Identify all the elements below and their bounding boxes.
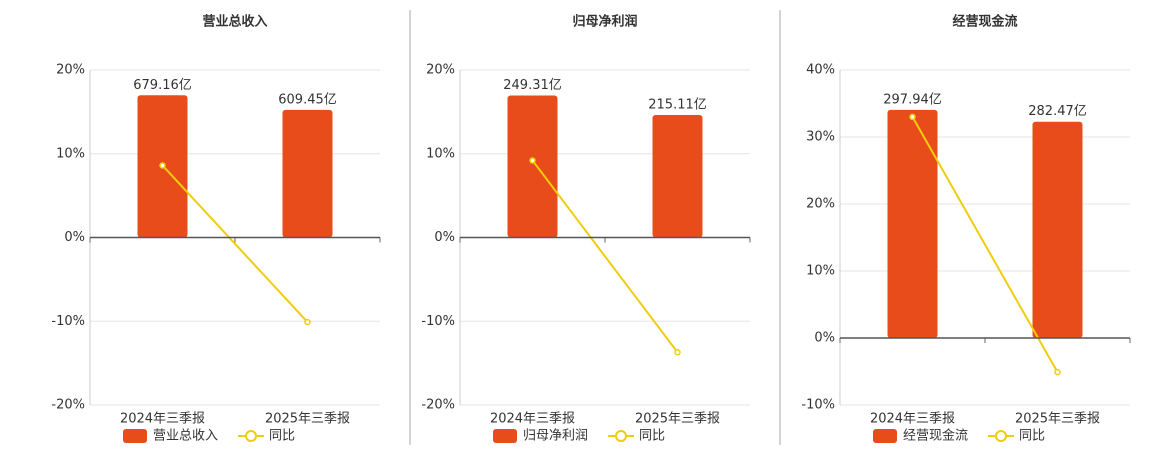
bar (887, 109, 938, 338)
line (531, 159, 679, 353)
point (304, 318, 311, 326)
value-label: 249.31亿 (503, 78, 562, 93)
y-tick-label: 10% (426, 146, 455, 161)
y-tick-label: 40% (806, 63, 835, 78)
value-label: 609.45亿 (278, 92, 337, 107)
y-tick-label: -20% (421, 398, 455, 413)
point (159, 162, 166, 169)
legend-swatch (493, 429, 517, 443)
point (674, 348, 681, 356)
value-label: 297.94亿 (883, 92, 942, 107)
y-tick-label: 10% (806, 264, 835, 279)
value-label: 215.11亿 (648, 97, 707, 112)
y-tick-label: 0% (434, 230, 455, 245)
x-tick-label: 2025年三季报 (265, 412, 350, 427)
legend-label: 归母净利润 (523, 429, 588, 444)
legend-swatch (123, 429, 147, 443)
value-label: 679.16亿 (133, 78, 192, 93)
point (529, 157, 536, 164)
legend-label: 同比 (639, 429, 665, 444)
value-label: 282.47亿 (1028, 104, 1087, 119)
legend-swatch (873, 429, 897, 443)
x-tick-label: 2025年三季报 (1015, 412, 1100, 427)
y-tick-label: 30% (806, 130, 835, 145)
bar (652, 114, 703, 238)
point (909, 113, 916, 121)
line (161, 164, 309, 323)
y-tick-label: 20% (806, 197, 835, 212)
chart-title: 经营现金流 (952, 14, 1017, 30)
y-tick-label: -10% (801, 398, 835, 413)
y-tick-label: 0% (814, 331, 835, 346)
bar (282, 109, 333, 238)
x-tick-label: 2024年三季报 (490, 412, 575, 427)
y-tick-label: 10% (56, 146, 85, 161)
bar (507, 95, 558, 238)
x-tick-label: 2024年三季报 (870, 412, 955, 427)
y-tick-label: -10% (51, 314, 85, 329)
x-tick-label: 2025年三季报 (635, 412, 720, 427)
point (1054, 368, 1061, 376)
y-tick-label: 0% (64, 230, 85, 245)
y-tick-label: 20% (56, 63, 85, 78)
legend-label: 同比 (269, 429, 295, 444)
y-tick-label: -10% (421, 314, 455, 329)
bar (1032, 121, 1083, 339)
chart-title: 归母净利润 (572, 14, 637, 30)
x-tick-label: 2024年三季报 (120, 412, 205, 427)
legend-marker (245, 430, 258, 442)
y-tick-label: -20% (51, 398, 85, 413)
legend-label: 经营现金流 (903, 428, 968, 444)
chart-title: 营业总收入 (202, 14, 267, 30)
legend-marker (615, 430, 628, 442)
legend-marker (995, 430, 1008, 442)
y-tick-label: 20% (426, 63, 455, 78)
legend-label: 营业总收入 (153, 429, 218, 444)
line (911, 116, 1059, 373)
legend-label: 同比 (1019, 429, 1045, 444)
